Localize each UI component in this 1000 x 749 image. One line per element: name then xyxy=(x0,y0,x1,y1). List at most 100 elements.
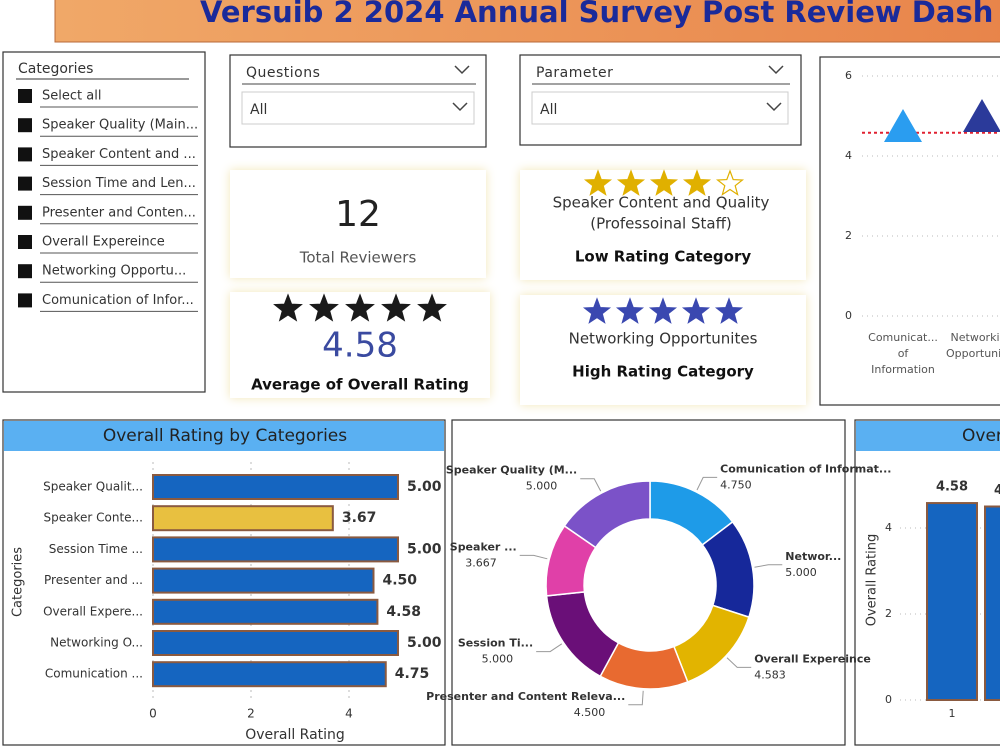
leader-line xyxy=(536,643,563,653)
chevron xyxy=(766,102,782,112)
marker xyxy=(963,99,1000,132)
slice-value: 5.000 xyxy=(526,480,558,493)
dropdown[interactable] xyxy=(531,91,789,125)
card xyxy=(230,170,486,278)
checkbox xyxy=(18,235,32,249)
chart-title: Overall Rating xyxy=(962,426,1000,446)
slice-label: Speaker Quality (M... xyxy=(446,464,577,477)
slicer-item: Speaker Content and ... xyxy=(42,147,196,162)
x-tick-label: 0 xyxy=(149,707,157,721)
y-tick-label: 0 xyxy=(845,309,852,322)
x-tick-label: 4 xyxy=(345,707,353,721)
bar xyxy=(984,505,1000,701)
slicer-item: Overall Expereince xyxy=(42,235,165,250)
star xyxy=(649,169,679,196)
leader-line xyxy=(754,564,783,568)
chevron xyxy=(452,102,468,112)
value-label: 4.50 xyxy=(994,483,1000,498)
slicer-item: Session Time and Len... xyxy=(42,176,196,191)
checkbox xyxy=(18,118,32,133)
value-label: 4.75 xyxy=(395,666,430,682)
slice-label: Comunication of Informat... xyxy=(720,462,891,475)
chart-panel xyxy=(819,56,1000,406)
checkbox xyxy=(18,205,32,220)
star xyxy=(345,293,375,322)
bar xyxy=(152,661,387,688)
dropdown-title: Parameter xyxy=(536,65,613,81)
star xyxy=(681,297,711,324)
card-text: Speaker Content and Quality xyxy=(553,194,770,212)
value-label: 5.00 xyxy=(407,635,442,651)
y-tick-label: 0 xyxy=(885,693,892,706)
y-axis-title: Overall Rating xyxy=(865,534,880,627)
card-value: 4.58 xyxy=(322,326,398,366)
checkbox xyxy=(18,264,32,279)
dropdown-value: All xyxy=(250,102,267,118)
star xyxy=(682,169,712,196)
leader-line xyxy=(696,476,718,491)
star xyxy=(616,169,646,196)
x-tick-label: 2 xyxy=(247,707,255,721)
y-tick-label: 4 xyxy=(885,521,892,534)
y-tick-label: Overall Expere... xyxy=(43,604,143,618)
header-title: Versuib 2 2024 Annual Survey Post Review… xyxy=(200,0,993,29)
card-label: Low Rating Category xyxy=(575,248,751,266)
y-tick-label: 6 xyxy=(845,69,852,82)
star xyxy=(615,297,645,324)
dropdown-value: All xyxy=(540,102,557,118)
y-tick-label: Presenter and ... xyxy=(44,573,143,587)
chart-title-bar xyxy=(856,421,1000,451)
slice xyxy=(563,480,651,549)
value-label: 4.58 xyxy=(386,604,421,620)
slicer-item: Speaker Quality (Main... xyxy=(42,118,198,133)
card-value: 12 xyxy=(335,194,381,235)
bar xyxy=(152,567,375,594)
card-label: Average of Overall Rating xyxy=(251,376,469,394)
star xyxy=(648,297,678,324)
star xyxy=(714,297,744,324)
bar xyxy=(152,630,399,656)
checkbox xyxy=(18,89,32,103)
slice-label: Presenter and Content Releva... xyxy=(426,690,625,703)
value-label: 5.00 xyxy=(407,541,442,557)
value-label: 3.67 xyxy=(342,510,377,526)
slice-value: 4.583 xyxy=(754,668,786,681)
x-tick-label: 1 xyxy=(949,707,956,720)
checkbox xyxy=(18,293,32,308)
slice-label: Networ... xyxy=(785,550,841,563)
y-tick-label: Comunication ... xyxy=(45,667,143,681)
y-tick-label: Session Time ... xyxy=(49,542,143,556)
dropdown[interactable] xyxy=(241,91,475,125)
y-tick-label: Networking O... xyxy=(50,636,143,650)
marker xyxy=(884,109,922,142)
card-text: Networking Opportunites xyxy=(569,330,758,348)
y-tick-label: 2 xyxy=(885,607,892,620)
chart-title-bar xyxy=(4,421,444,451)
bar xyxy=(152,598,379,625)
star xyxy=(583,169,613,196)
y-tick-label: Speaker Qualit... xyxy=(43,480,143,494)
leader-line xyxy=(726,657,752,668)
slice-value: 3.667 xyxy=(465,556,497,569)
x-tick-label: Comunicat... of Information xyxy=(868,331,938,376)
y-axis-title: Categories xyxy=(11,547,26,617)
slicer-panel xyxy=(2,51,206,393)
header-bar xyxy=(54,0,1000,43)
card-label: High Rating Category xyxy=(572,363,754,381)
star xyxy=(582,297,612,324)
value-label: 5.00 xyxy=(407,479,442,495)
slice-value: 4.500 xyxy=(574,706,606,719)
leader-line xyxy=(580,478,602,492)
y-tick-label: 4 xyxy=(845,149,852,162)
slicer-item: Presenter and Conten... xyxy=(42,205,196,220)
slice-value: 5.000 xyxy=(785,566,817,579)
slicer-title: Categories xyxy=(18,61,93,77)
slice-label: Speaker ... xyxy=(450,540,517,553)
chevron xyxy=(768,65,784,75)
card-text: (Professoinal Staff) xyxy=(590,215,732,233)
chart-title: Overall Rating by Categories xyxy=(103,426,347,446)
star xyxy=(417,293,447,322)
y-tick-label: Speaker Conte... xyxy=(44,511,143,525)
leader-line xyxy=(519,554,548,560)
